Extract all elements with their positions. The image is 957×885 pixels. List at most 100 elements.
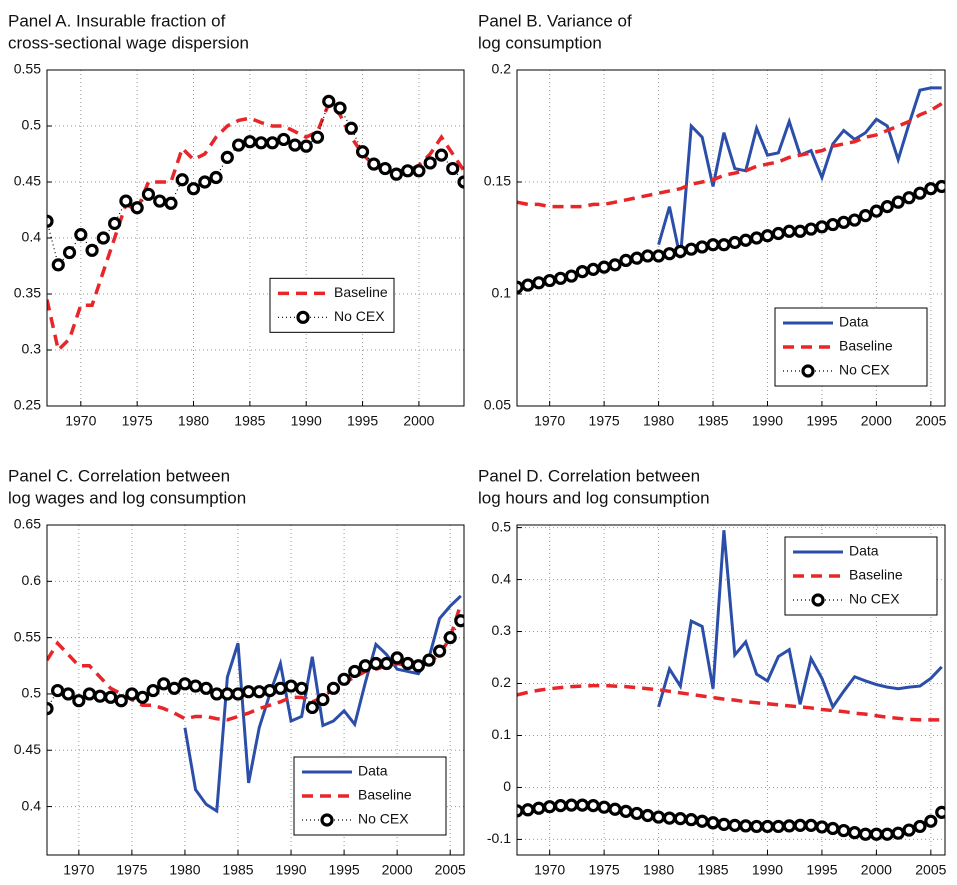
marker xyxy=(231,687,245,701)
marker xyxy=(608,258,622,272)
legend-marker xyxy=(801,364,815,378)
marker xyxy=(858,209,873,223)
y-tick-label: 0.3 xyxy=(492,622,512,638)
marker xyxy=(295,681,309,695)
marker xyxy=(72,694,86,708)
marker xyxy=(220,687,234,701)
marker xyxy=(935,805,945,819)
marker xyxy=(651,249,666,263)
x-tick-label: 2005 xyxy=(915,413,946,429)
marker xyxy=(326,681,341,695)
x-tick-label: 1985 xyxy=(222,862,253,878)
marker xyxy=(630,251,644,265)
marker xyxy=(344,121,358,135)
marker xyxy=(880,200,894,214)
marker xyxy=(521,803,535,817)
legend-label: Data xyxy=(849,543,879,559)
x-tick-label: 1970 xyxy=(534,413,565,429)
marker xyxy=(401,656,415,671)
marker xyxy=(252,685,266,699)
marker xyxy=(826,217,840,232)
marker xyxy=(597,800,611,814)
marker xyxy=(277,132,291,147)
marker xyxy=(288,138,302,152)
marker xyxy=(749,231,764,245)
axes-frame xyxy=(46,69,465,407)
y-tick-label: 0.05 xyxy=(484,397,511,413)
y-tick-label: 0 xyxy=(503,778,511,794)
y-tick-label: 0.45 xyxy=(14,741,41,757)
y-tick-label: 0.65 xyxy=(14,516,41,532)
marker xyxy=(760,819,775,834)
marker xyxy=(434,148,449,162)
marker xyxy=(630,806,644,821)
marker xyxy=(858,827,873,841)
marker xyxy=(586,799,600,813)
y-tick-label: 0.3 xyxy=(22,341,42,357)
marker xyxy=(310,130,325,144)
marker xyxy=(114,694,128,708)
marker xyxy=(717,238,731,252)
x-tick-label: 1990 xyxy=(291,413,322,429)
marker xyxy=(651,810,666,824)
x-tick-label: 1975 xyxy=(589,862,620,878)
panel-title: Panel B. Variance of xyxy=(478,11,632,30)
x-tick-label: 1975 xyxy=(122,413,153,429)
x-tick-label: 2000 xyxy=(861,862,892,878)
marker xyxy=(164,196,178,210)
y-tick-label: 0.4 xyxy=(22,229,42,245)
marker xyxy=(199,681,213,695)
panel: Panel A. Insurable fraction of cross-sect… xyxy=(8,11,465,429)
panel-title: Panel D. Correlation between xyxy=(478,466,700,485)
legend: Data Baseline No CEX xyxy=(293,756,447,836)
y-tick-label: 0.45 xyxy=(14,173,41,189)
axes-frame xyxy=(46,524,465,856)
marker xyxy=(793,818,807,832)
marker xyxy=(85,243,99,257)
marker xyxy=(231,138,246,152)
marker xyxy=(662,811,677,825)
marker xyxy=(119,194,133,208)
marker xyxy=(220,150,234,164)
marker xyxy=(575,798,589,812)
y-tick-label: 0.5 xyxy=(492,518,512,534)
x-tick-label: 1990 xyxy=(275,862,306,878)
marker xyxy=(924,814,938,828)
marker xyxy=(299,139,313,153)
series-line xyxy=(517,102,943,209)
panel-title: Panel A. Insurable fraction of xyxy=(8,11,226,30)
legend-label: No CEX xyxy=(839,362,890,378)
marker xyxy=(728,818,742,832)
plot-area xyxy=(517,530,945,841)
y-tick-label: 0.55 xyxy=(14,628,41,644)
marker xyxy=(749,819,764,834)
legend-label: Baseline xyxy=(334,284,388,300)
axes-frame xyxy=(516,524,946,856)
marker xyxy=(358,659,372,673)
x-tick-label: 1980 xyxy=(643,413,674,429)
marker xyxy=(369,656,383,671)
marker xyxy=(337,672,351,686)
marker xyxy=(47,701,54,716)
marker xyxy=(333,101,347,115)
marker xyxy=(389,167,403,181)
panel-title: Panel C. Correlation between xyxy=(8,466,230,485)
x-tick-label: 1975 xyxy=(116,862,147,878)
y-tick-label: -0.1 xyxy=(487,830,511,846)
marker xyxy=(564,798,579,812)
x-tick-label: 1985 xyxy=(697,862,728,878)
marker xyxy=(254,136,268,150)
marker xyxy=(443,631,457,645)
marker xyxy=(348,664,362,679)
marker xyxy=(739,233,753,247)
marker xyxy=(157,677,171,691)
marker xyxy=(379,656,394,671)
y-tick-label: 0.5 xyxy=(22,117,42,133)
legend-label: Baseline xyxy=(849,567,903,583)
marker xyxy=(51,683,65,698)
marker xyxy=(891,826,905,840)
marker xyxy=(93,689,107,703)
marker xyxy=(135,690,150,704)
marker xyxy=(532,276,546,290)
marker xyxy=(146,683,160,698)
